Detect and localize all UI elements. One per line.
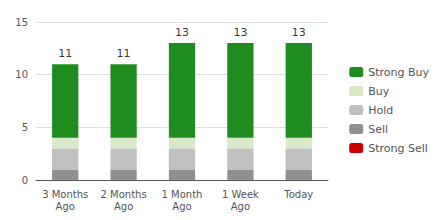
svg-text:13: 13 [233, 26, 247, 39]
svg-text:11: 11 [117, 47, 131, 60]
svg-text:Ago: Ago [114, 201, 133, 212]
svg-text:Today: Today [283, 189, 313, 200]
svg-text:Ago: Ago [56, 201, 75, 212]
svg-text:Ago: Ago [231, 201, 250, 212]
svg-text:10: 10 [15, 69, 28, 80]
svg-text:Ago: Ago [172, 201, 191, 212]
svg-text:Hold: Hold [368, 104, 393, 117]
svg-text:2 Months: 2 Months [101, 189, 147, 200]
svg-text:3 Months: 3 Months [42, 189, 88, 200]
svg-text:1 Week: 1 Week [222, 189, 259, 200]
svg-text:13: 13 [175, 26, 189, 39]
svg-text:Sell: Sell [368, 123, 388, 136]
svg-text:15: 15 [15, 17, 28, 28]
svg-text:0: 0 [22, 175, 28, 186]
svg-text:5: 5 [22, 122, 28, 133]
svg-text:Strong Buy: Strong Buy [368, 66, 429, 79]
svg-text:1 Month: 1 Month [162, 189, 203, 200]
svg-text:Strong Sell: Strong Sell [368, 142, 428, 155]
svg-text:11: 11 [58, 47, 72, 60]
svg-text:13: 13 [292, 26, 306, 39]
svg-text:Buy: Buy [368, 85, 390, 98]
